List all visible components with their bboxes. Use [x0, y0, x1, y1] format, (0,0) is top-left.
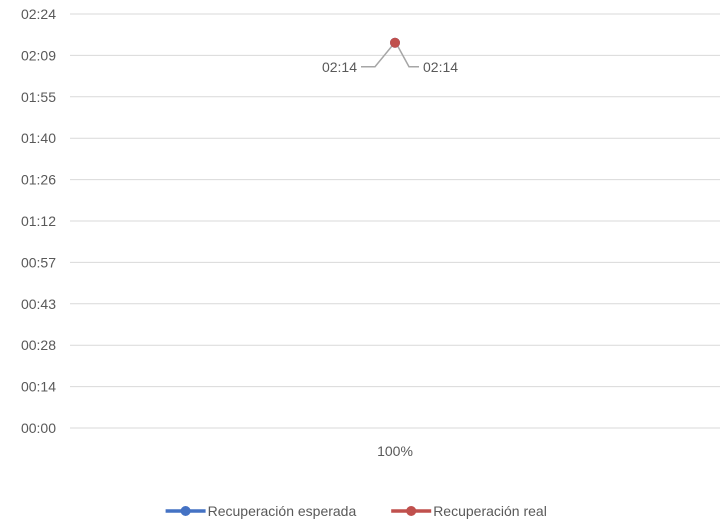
series-markers — [390, 37, 400, 48]
y-axis-tick-labels: 00:00 00:14 00:28 00:43 00:57 01:12 01:26 01:40… — [21, 6, 56, 436]
leader-line — [361, 44, 394, 68]
y-tick-label: 01:26 — [21, 172, 56, 188]
y-tick-label: 00:57 — [21, 254, 56, 270]
data-point — [390, 37, 400, 48]
gridlines — [70, 13, 720, 429]
y-tick-label: 01:12 — [21, 213, 56, 229]
y-tick-label: 00:14 — [21, 379, 56, 395]
legend-item: Recuperación esperada — [165, 503, 357, 519]
data-label-leader-lines — [361, 44, 419, 68]
y-tick-label: 00:28 — [21, 337, 56, 353]
leader-line — [396, 44, 419, 68]
y-tick-label: 02:09 — [21, 47, 56, 63]
legend-swatch-marker — [180, 506, 191, 516]
data-label: 02:14 — [423, 59, 458, 75]
data-labels: 02:14 02:14 — [322, 59, 458, 75]
legend-label: Recuperación esperada — [208, 503, 357, 519]
data-label: 02:14 — [322, 59, 357, 75]
legend-item: Recuperación real — [391, 503, 547, 519]
y-tick-label: 00:43 — [21, 296, 56, 312]
legend-swatch-marker — [406, 506, 417, 516]
x-tick-label: 100% — [377, 443, 413, 459]
y-tick-label: 01:55 — [21, 89, 56, 105]
y-tick-label: 02:24 — [21, 6, 56, 22]
x-axis-tick-labels: 100% — [377, 443, 413, 459]
legend-label: Recuperación real — [433, 503, 547, 519]
legend: Recuperación esperada Recuperación real — [165, 503, 547, 519]
y-tick-label: 00:00 — [21, 420, 56, 436]
y-tick-label: 01:40 — [21, 130, 56, 146]
